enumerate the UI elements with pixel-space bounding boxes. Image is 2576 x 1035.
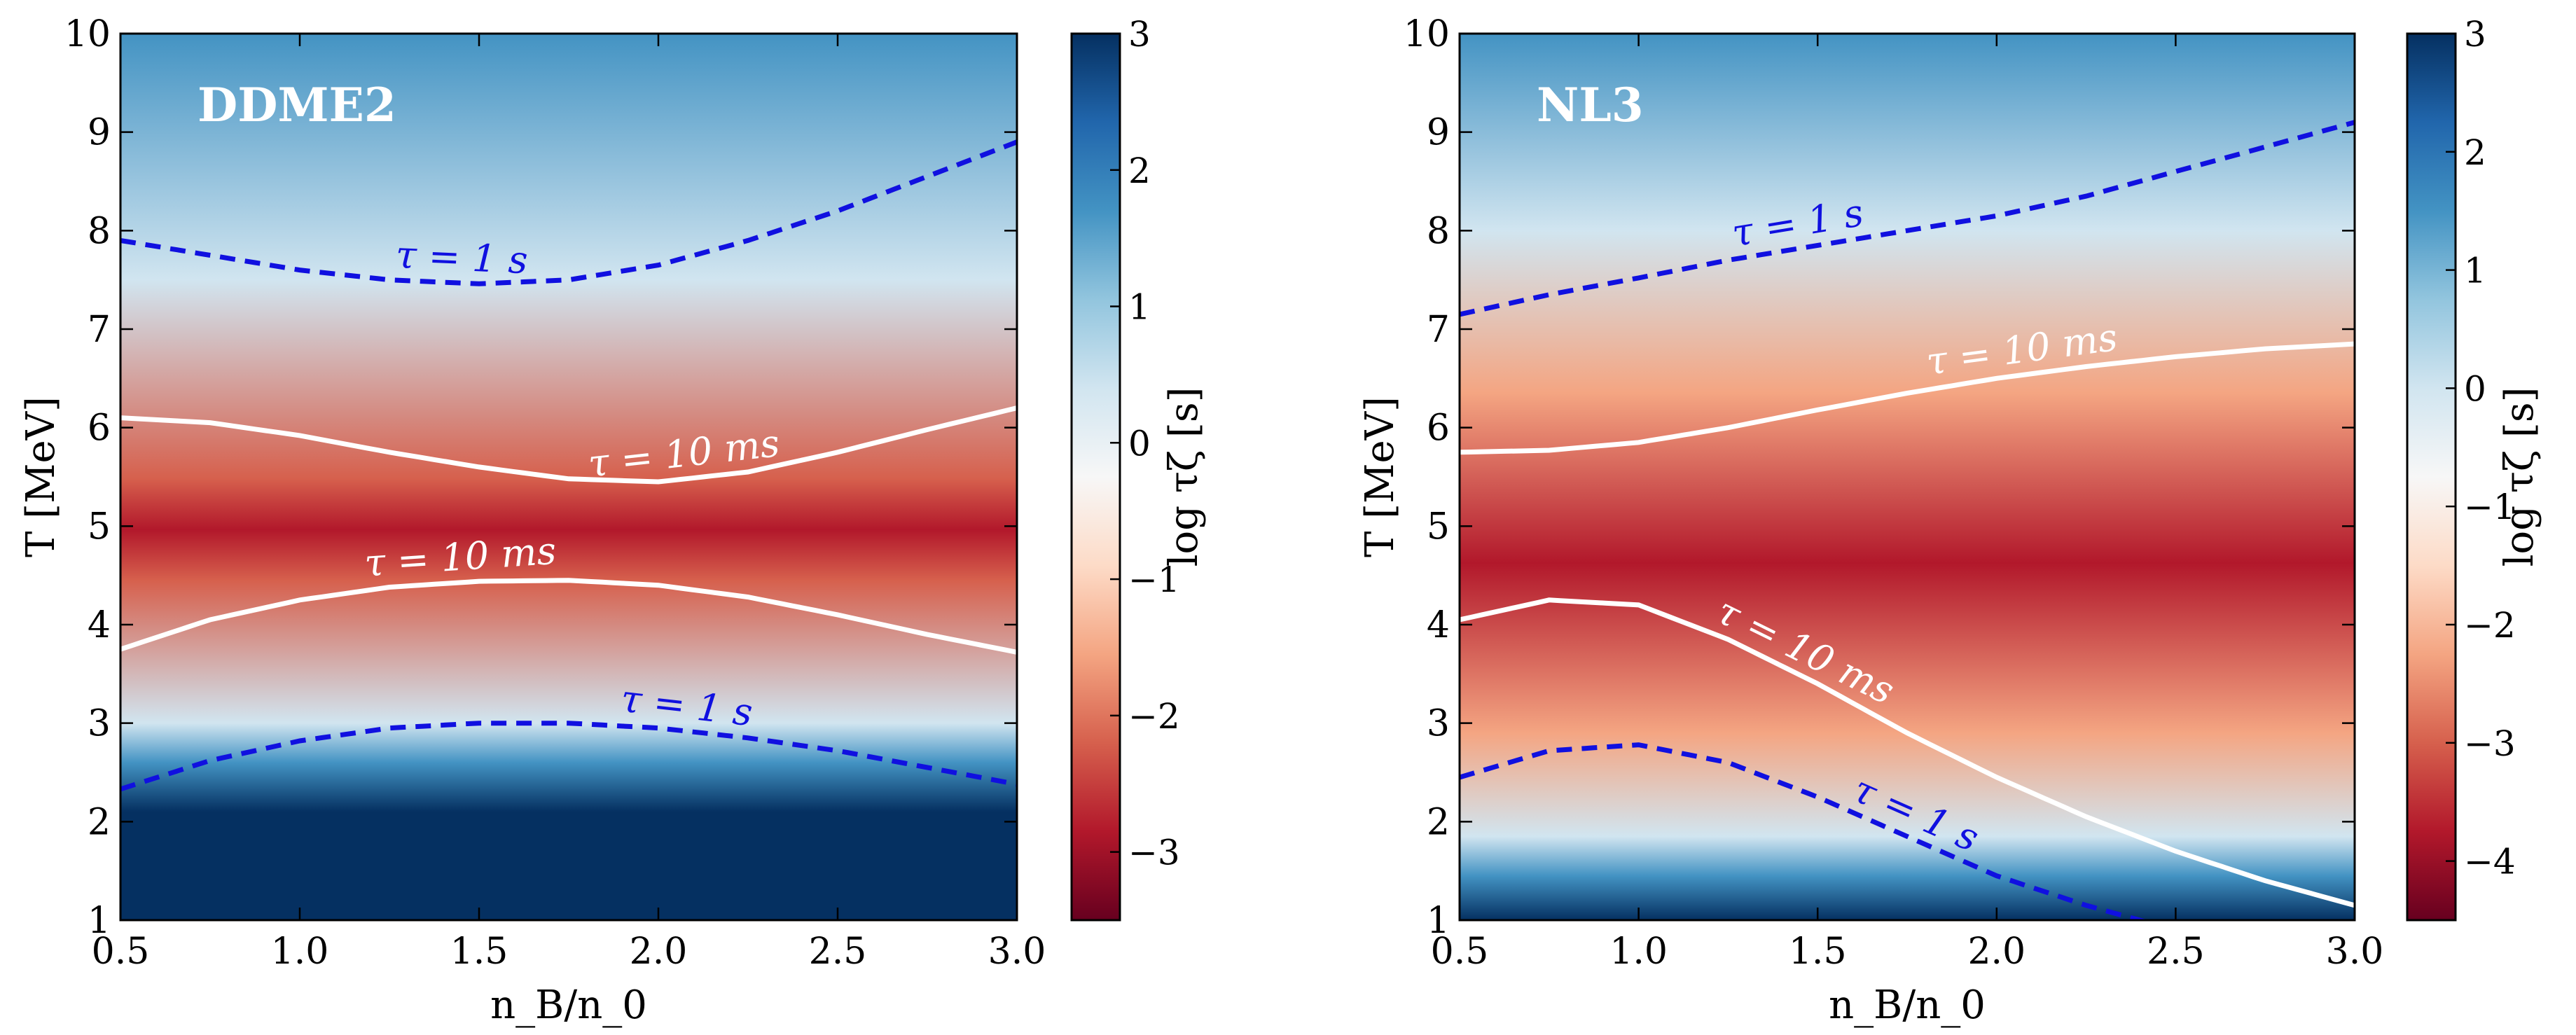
y-tick-label: 3	[88, 703, 111, 745]
y-tick-label: 8	[1427, 210, 1450, 252]
colorbar	[2406, 32, 2457, 922]
colorbar-label: log τζ [s]	[2497, 387, 2542, 567]
x-tick-label: 1.0	[1609, 931, 1668, 973]
contour-line-2	[1460, 597, 2355, 908]
heatmap-field	[1460, 34, 2355, 920]
x-tick-label: 1.5	[450, 931, 508, 973]
colorbar-tick-label: −1	[1128, 560, 1180, 600]
colorbar	[1070, 32, 1121, 922]
contour-line-2	[120, 578, 1017, 655]
panel-title: NL3	[1537, 78, 1644, 132]
x-axis-label: n_B/n_0	[490, 982, 647, 1028]
y-tick-label: 9	[1427, 112, 1450, 154]
colorbar-tick-label: 3	[1128, 14, 1151, 55]
y-tick-label: 10	[64, 13, 111, 55]
contour-line-1	[120, 405, 1017, 485]
colorbar-tick-label: 1	[1128, 287, 1151, 328]
x-tick-label: 0.5	[92, 931, 150, 973]
y-tick-label: 3	[1427, 703, 1450, 745]
colorbar-tick-label: −2	[2464, 605, 2516, 646]
panel-title: DDME2	[198, 78, 396, 132]
colorbar-label: log τζ [s]	[1161, 387, 1207, 567]
x-tick-label: 1.0	[271, 931, 329, 973]
y-tick-label: 1	[1427, 900, 1450, 942]
x-tick-label: 1.5	[1789, 931, 1847, 973]
x-tick-label: 3.0	[988, 931, 1046, 973]
panel-ddme2: τ = 1 sτ = 10 msτ = 10 msτ = 1 sDDME20.5…	[18, 13, 1207, 1028]
y-tick-label: 10	[1404, 13, 1450, 55]
colorbar-tick-label: 2	[2464, 132, 2486, 173]
colorbar-tick-label: −2	[1128, 696, 1180, 737]
y-tick-label: 2	[88, 801, 111, 843]
x-tick-label: 0.5	[1431, 931, 1489, 973]
y-tick-label: 6	[88, 408, 111, 450]
y-tick-label: 1	[88, 900, 111, 942]
y-tick-label: 7	[88, 309, 111, 351]
y-tick-label: 5	[88, 506, 111, 548]
colorbar-tick-label: 3	[2464, 14, 2486, 55]
contour-label-0: τ = 1 s	[395, 232, 529, 282]
y-tick-label: 9	[88, 112, 111, 154]
contour-line-1	[1460, 341, 2355, 455]
x-tick-label: 2.0	[630, 931, 688, 973]
colorbar-tick-label: 0	[1128, 423, 1151, 464]
plot-frame	[119, 32, 1018, 922]
colorbar-tick-label: −1	[2464, 487, 2516, 527]
plot-frame	[1458, 32, 2356, 922]
y-tick-label: 5	[1427, 506, 1450, 548]
y-tick-label: 6	[1427, 408, 1450, 450]
y-axis-label: T [MeV]	[1357, 396, 1403, 557]
x-tick-label: 2.5	[809, 931, 867, 973]
colorbar-tick-label: 1	[2464, 251, 2486, 291]
contour-line-0	[120, 139, 1017, 286]
x-tick-label: 3.0	[2326, 931, 2384, 973]
y-tick-label: 4	[88, 604, 111, 646]
y-tick-label: 7	[1427, 309, 1450, 351]
colorbar-tick-label: −3	[2464, 723, 2516, 764]
colorbar-tick-label: 0	[2464, 368, 2486, 409]
colorbar-tick-label: −3	[1128, 833, 1180, 873]
y-tick-label: 8	[88, 210, 111, 252]
y-tick-label: 4	[1427, 604, 1450, 646]
x-tick-label: 2.0	[1967, 931, 2026, 973]
x-axis-label: n_B/n_0	[1829, 982, 1986, 1028]
x-tick-label: 2.5	[2147, 931, 2205, 973]
y-axis-label: T [MeV]	[18, 396, 64, 557]
colorbar-tick-label: 2	[1128, 151, 1151, 191]
contour-line-0	[1460, 120, 2355, 317]
contour-line-3	[120, 721, 1017, 792]
colorbar-tick-label: −4	[2464, 842, 2516, 882]
y-tick-label: 2	[1427, 801, 1450, 843]
